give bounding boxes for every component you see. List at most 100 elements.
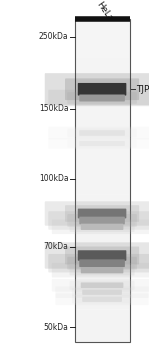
Bar bbox=[75, 69, 129, 74]
Bar bbox=[75, 205, 129, 211]
Text: 70kDa: 70kDa bbox=[44, 242, 69, 251]
FancyBboxPatch shape bbox=[48, 127, 149, 139]
Text: 50kDa: 50kDa bbox=[44, 323, 69, 332]
Bar bbox=[75, 79, 129, 85]
FancyBboxPatch shape bbox=[72, 295, 132, 303]
FancyBboxPatch shape bbox=[48, 90, 149, 106]
Bar bbox=[75, 118, 129, 123]
FancyBboxPatch shape bbox=[70, 265, 135, 275]
Bar bbox=[75, 91, 129, 96]
Bar bbox=[75, 178, 129, 183]
FancyBboxPatch shape bbox=[45, 73, 149, 105]
Bar bbox=[75, 151, 129, 156]
FancyBboxPatch shape bbox=[65, 246, 139, 265]
Bar bbox=[75, 309, 129, 315]
FancyBboxPatch shape bbox=[55, 293, 149, 305]
FancyBboxPatch shape bbox=[45, 201, 149, 226]
Bar bbox=[75, 321, 129, 326]
Text: 250kDa: 250kDa bbox=[39, 32, 69, 41]
Bar bbox=[75, 195, 129, 200]
FancyBboxPatch shape bbox=[67, 257, 137, 270]
Bar bbox=[75, 216, 129, 222]
Bar bbox=[75, 304, 129, 309]
Text: 100kDa: 100kDa bbox=[39, 174, 69, 183]
Bar bbox=[75, 337, 129, 342]
Bar bbox=[75, 271, 129, 276]
FancyBboxPatch shape bbox=[82, 297, 122, 302]
FancyBboxPatch shape bbox=[52, 263, 149, 278]
Bar bbox=[74, 19, 130, 342]
FancyBboxPatch shape bbox=[78, 250, 126, 261]
FancyBboxPatch shape bbox=[48, 254, 149, 272]
Bar bbox=[75, 162, 129, 167]
Bar bbox=[75, 41, 129, 47]
Bar bbox=[75, 134, 129, 140]
FancyBboxPatch shape bbox=[70, 281, 135, 290]
Bar bbox=[75, 288, 129, 293]
Bar bbox=[75, 112, 129, 118]
Bar bbox=[75, 63, 129, 69]
FancyBboxPatch shape bbox=[81, 267, 123, 273]
FancyBboxPatch shape bbox=[81, 224, 123, 230]
FancyBboxPatch shape bbox=[45, 242, 149, 269]
Bar bbox=[75, 282, 129, 288]
Bar bbox=[75, 140, 129, 145]
Bar bbox=[75, 249, 129, 255]
Bar bbox=[75, 293, 129, 299]
FancyBboxPatch shape bbox=[67, 128, 137, 138]
Bar bbox=[75, 222, 129, 227]
Bar bbox=[75, 211, 129, 216]
Bar bbox=[75, 96, 129, 101]
Bar bbox=[75, 315, 129, 320]
Bar bbox=[75, 331, 129, 337]
FancyBboxPatch shape bbox=[82, 290, 122, 295]
FancyBboxPatch shape bbox=[78, 83, 126, 96]
FancyBboxPatch shape bbox=[81, 282, 123, 288]
Bar bbox=[75, 52, 129, 58]
FancyBboxPatch shape bbox=[67, 214, 137, 227]
Bar bbox=[75, 129, 129, 134]
FancyBboxPatch shape bbox=[79, 130, 125, 136]
Bar bbox=[75, 102, 129, 107]
FancyBboxPatch shape bbox=[65, 78, 139, 100]
Bar bbox=[75, 74, 129, 79]
Bar bbox=[75, 107, 129, 112]
Bar bbox=[75, 299, 129, 304]
Bar bbox=[75, 85, 129, 90]
Bar bbox=[75, 260, 129, 266]
FancyBboxPatch shape bbox=[78, 209, 126, 218]
FancyBboxPatch shape bbox=[70, 222, 135, 232]
FancyBboxPatch shape bbox=[79, 217, 125, 224]
Bar bbox=[75, 19, 129, 25]
Bar bbox=[75, 277, 129, 282]
Bar bbox=[75, 156, 129, 162]
Bar bbox=[75, 255, 129, 260]
Bar bbox=[75, 145, 129, 150]
Bar bbox=[75, 326, 129, 331]
FancyBboxPatch shape bbox=[52, 219, 149, 234]
Bar bbox=[75, 47, 129, 52]
Bar bbox=[75, 189, 129, 195]
Bar bbox=[75, 123, 129, 129]
Text: HeLa: HeLa bbox=[94, 0, 114, 23]
FancyBboxPatch shape bbox=[79, 94, 125, 101]
Bar bbox=[75, 238, 129, 244]
Bar bbox=[75, 173, 129, 178]
FancyBboxPatch shape bbox=[79, 259, 125, 267]
Bar bbox=[75, 167, 129, 173]
FancyBboxPatch shape bbox=[55, 286, 149, 298]
Bar bbox=[75, 228, 129, 233]
Bar bbox=[75, 184, 129, 189]
Bar bbox=[75, 233, 129, 238]
Text: 150kDa: 150kDa bbox=[39, 104, 69, 113]
FancyBboxPatch shape bbox=[67, 140, 137, 147]
Bar bbox=[75, 36, 129, 41]
Bar bbox=[75, 30, 129, 36]
Bar bbox=[75, 14, 129, 19]
Bar bbox=[75, 244, 129, 249]
FancyBboxPatch shape bbox=[79, 141, 125, 146]
FancyBboxPatch shape bbox=[67, 92, 137, 104]
FancyBboxPatch shape bbox=[65, 205, 139, 222]
FancyBboxPatch shape bbox=[48, 211, 149, 230]
FancyBboxPatch shape bbox=[48, 138, 149, 149]
